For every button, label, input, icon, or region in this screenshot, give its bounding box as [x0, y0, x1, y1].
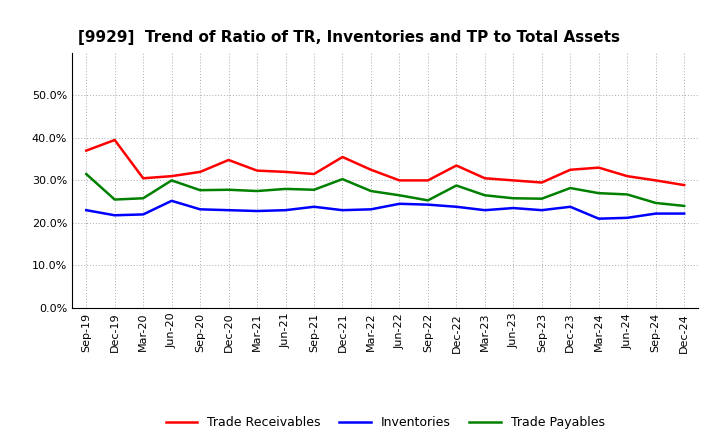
Trade Receivables [509, 178, 518, 183]
Trade Receivables [452, 163, 461, 168]
Inventories [452, 204, 461, 209]
Inventories [366, 207, 375, 212]
Trade Receivables [537, 180, 546, 185]
Trade Payables [167, 178, 176, 183]
Trade Payables [509, 196, 518, 201]
Trade Receivables [310, 171, 318, 176]
Trade Payables [366, 188, 375, 194]
Line: Inventories: Inventories [86, 201, 684, 219]
Inventories [253, 209, 261, 214]
Inventories [310, 204, 318, 209]
Trade Receivables [110, 137, 119, 143]
Trade Payables [680, 203, 688, 209]
Trade Receivables [423, 178, 432, 183]
Inventories [196, 207, 204, 212]
Line: Trade Receivables: Trade Receivables [86, 140, 684, 185]
Trade Receivables [395, 178, 404, 183]
Trade Receivables [652, 178, 660, 183]
Inventories [566, 204, 575, 209]
Legend: Trade Receivables, Inventories, Trade Payables: Trade Receivables, Inventories, Trade Pa… [161, 411, 610, 434]
Trade Payables [652, 200, 660, 205]
Inventories [423, 202, 432, 207]
Trade Payables [566, 185, 575, 191]
Trade Receivables [338, 154, 347, 160]
Inventories [680, 211, 688, 216]
Trade Payables [110, 197, 119, 202]
Inventories [225, 208, 233, 213]
Trade Receivables [680, 183, 688, 188]
Trade Receivables [282, 169, 290, 175]
Line: Trade Payables: Trade Payables [86, 174, 684, 206]
Trade Receivables [225, 158, 233, 163]
Trade Receivables [253, 168, 261, 173]
Trade Payables [423, 198, 432, 203]
Inventories [395, 201, 404, 206]
Trade Payables [196, 187, 204, 193]
Inventories [139, 212, 148, 217]
Trade Payables [225, 187, 233, 192]
Trade Payables [82, 171, 91, 176]
Trade Payables [537, 196, 546, 202]
Inventories [82, 208, 91, 213]
Trade Receivables [82, 148, 91, 153]
Trade Receivables [139, 176, 148, 181]
Trade Receivables [366, 167, 375, 172]
Trade Receivables [196, 169, 204, 175]
Trade Payables [595, 191, 603, 196]
Trade Receivables [595, 165, 603, 170]
Trade Receivables [623, 173, 631, 179]
Inventories [509, 205, 518, 211]
Inventories [537, 208, 546, 213]
Trade Payables [480, 193, 489, 198]
Trade Receivables [167, 173, 176, 179]
Trade Payables [310, 187, 318, 192]
Inventories [282, 208, 290, 213]
Trade Payables [338, 176, 347, 182]
Inventories [110, 213, 119, 218]
Inventories [338, 208, 347, 213]
Trade Receivables [480, 176, 489, 181]
Trade Receivables [566, 167, 575, 172]
Inventories [595, 216, 603, 221]
Inventories [652, 211, 660, 216]
Text: [9929]  Trend of Ratio of TR, Inventories and TP to Total Assets: [9929] Trend of Ratio of TR, Inventories… [78, 29, 620, 45]
Trade Payables [139, 196, 148, 201]
Inventories [167, 198, 176, 203]
Trade Payables [253, 188, 261, 194]
Trade Payables [452, 183, 461, 188]
Trade Payables [623, 192, 631, 197]
Inventories [623, 215, 631, 220]
Inventories [480, 208, 489, 213]
Trade Payables [282, 186, 290, 191]
Trade Payables [395, 193, 404, 198]
